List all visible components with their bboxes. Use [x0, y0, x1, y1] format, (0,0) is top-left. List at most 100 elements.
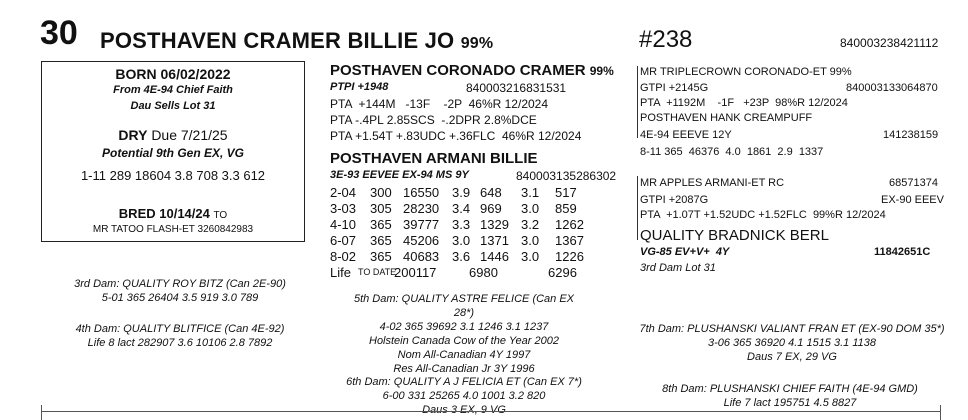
lactation-cell: 1329: [480, 217, 509, 232]
lactation-cell: 365: [370, 233, 392, 248]
lactation-cell: 45206: [403, 233, 440, 248]
sire-reg: 840003216831531: [466, 81, 567, 95]
sire-pct: 99%: [589, 64, 614, 78]
sixth-dam-note: Daus 3 EX, 9 VG: [422, 404, 506, 416]
bottom-divider: [940, 405, 941, 420]
dam-sire-name: MR APPLES ARMANI-ET RC: [640, 177, 785, 189]
lactation-cell: 300: [370, 185, 392, 200]
dam-class: 3E-93 EEVEE EX-94 MS 9Y: [330, 169, 469, 181]
bred-sire: MR TATOO FLASH-ET 3260842983: [92, 224, 254, 235]
lactation-cell: 365: [370, 217, 392, 232]
lactation-cell: 3.2: [521, 217, 540, 232]
lactation-cell: 28230: [403, 201, 440, 216]
seventh-dam-note: Daus 7 EX, 29 VG: [747, 351, 837, 363]
dam-name: POSTHAVEN ARMANI BILLIE: [330, 150, 538, 167]
third-dam-title: 3rd Dam: QUALITY ROY BITZ (Can 2E-90): [74, 278, 286, 290]
due-date: Due 7/21/25: [151, 127, 228, 143]
lactation-cell: 517: [555, 185, 577, 200]
dam-dam-note: 3rd Dam Lot 31: [640, 262, 716, 274]
sire-dam-reg: 141238159: [883, 129, 939, 141]
lactation-cell: 648: [480, 185, 502, 200]
divider-line: [637, 66, 638, 138]
from-dam: From 4E-94 Chief Faith: [113, 84, 233, 96]
lactation-cell: 2-04: [330, 185, 357, 200]
seventh-dam-block: 7th Dam: PLUSHANSKI VALIANT FRAN ET (EX-…: [636, 322, 948, 364]
lactation-cell: 1371: [480, 233, 509, 248]
lactation-cell: 40683: [403, 249, 440, 264]
dam-dam-name: QUALITY BRADNICK BERL: [640, 227, 829, 244]
lactation-cell: 3.3: [452, 217, 471, 232]
potential-gen: Potential 9th Gen EX, VG: [101, 146, 245, 160]
third-dam-block: 3rd Dam: QUALITY ROY BITZ (Can 2E-90) 5-…: [60, 277, 300, 305]
lactation-cell: 16550: [403, 185, 440, 200]
dam-sire-reg: 68571374: [889, 177, 938, 189]
bred-label: BRED 10/14/24: [118, 206, 210, 221]
dam-dam-reg: 11842651C: [874, 246, 931, 258]
lactation-cell: 3.9: [452, 185, 471, 200]
seventh-dam-record: 3-06 365 36920 4.1 1515 3.1 1138: [707, 337, 876, 349]
lactation-cell: 365: [370, 249, 392, 264]
sire-name-text: POSTHAVEN CORONADO CRAMER: [330, 62, 586, 79]
fifth-dam-note: Holstein Canada Cow of the Year 2002: [369, 335, 559, 347]
fifth-dam-block: 5th Dam: QUALITY ASTRE FELICE (Can EX 28…: [344, 292, 584, 376]
sire-dam-record: 8-11 365 46376 4.0 1861 2.9 1337: [640, 146, 824, 158]
life-milk: 200117: [394, 265, 437, 280]
sire-dam-name: POSTHAVEN HANK CREAMPUFF: [640, 112, 813, 124]
dry-due: DRY Due 7/21/25: [42, 127, 304, 143]
seventh-dam-title: 7th Dam: PLUSHANSKI VALIANT FRAN ET (EX-…: [639, 323, 945, 335]
sire-sire-gtpi: GTPI +2145G: [640, 82, 709, 94]
bred-date: BRED 10/14/24 TO: [42, 206, 304, 221]
bottom-divider: [41, 405, 42, 420]
fourth-dam-record: Life 8 lact 282907 3.6 10106 2.8 7892: [87, 337, 273, 349]
cow-name-percent: 99%: [460, 35, 494, 52]
sire-pta-1: PTA +144M -13F -2P 46%R 12/2024: [330, 97, 549, 111]
lactation-cell: 3.1: [521, 185, 540, 200]
cow-name-text: POSTHAVEN CRAMER BILLIE JO: [100, 28, 455, 53]
lactation-cell: 3-03: [330, 201, 357, 216]
fifth-dam-title: 5th Dam: QUALITY ASTRE FELICE (Can EX 28…: [353, 293, 575, 319]
lactation-cell: 305: [370, 201, 392, 216]
divider-line: [637, 176, 638, 240]
dam-reg: 840003135286302: [516, 169, 617, 183]
catalog-hash: #238: [639, 26, 693, 53]
lactation-cell: 3.0: [521, 233, 540, 248]
cow-name: POSTHAVEN CRAMER BILLIE JO 99%: [100, 28, 493, 54]
lactation-cell: 6-07: [330, 233, 357, 248]
dam-sire-class: EX-90 EEEV: [881, 194, 944, 206]
lactation-cell: 3.0: [521, 201, 540, 216]
born-date: BORN 06/02/2022: [115, 66, 231, 82]
lactation-cell: 1446: [480, 249, 509, 264]
lactation-cell: 3.0: [452, 233, 471, 248]
third-dam-record: 5-01 365 26404 3.5 919 3.0 789: [101, 292, 259, 304]
sire-sire-reg: 840003133064870: [846, 82, 938, 94]
sixth-dam-record: 6-00 331 25265 4.0 1001 3.2 820: [382, 390, 546, 402]
eighth-dam-record: Life 7 lact 195751 4.5 8827: [723, 397, 857, 409]
dam-sire-pta: PTA +1.07T +1.52UDC +1.52FLC 99%R 12/202…: [640, 209, 886, 221]
lot-number: 30: [40, 14, 78, 52]
bottom-divider: [41, 411, 941, 412]
life-to-date: TO DATE: [358, 267, 397, 277]
life-fat: 6980: [469, 265, 498, 280]
eighth-dam-title: 8th Dam: PLUSHANSKI CHIEF FAITH (4E-94 G…: [662, 383, 918, 395]
dam-sire-gtpi: GTPI +2087G: [640, 194, 709, 206]
fifth-dam-record: 4-02 365 39692 3.1 1246 3.1 1237: [379, 321, 549, 333]
cow-record: 1-11 289 18604 3.8 708 3.3 612: [80, 168, 266, 183]
lactation-cell: 3.0: [521, 249, 540, 264]
sire-pta-3: PTA +1.54T +.83UDC +.36FLC 46%R 12/2024: [330, 129, 582, 143]
lactation-cell: 969: [480, 201, 502, 216]
sire-ptpi: PTPI +1948: [330, 81, 389, 93]
sire-dam-class: 4E-94 EEEVE 12Y: [640, 129, 732, 141]
sixth-dam-block: 6th Dam: QUALITY A J FELICIA ET (Can EX …: [344, 375, 584, 417]
dau-sells: Dau Sells Lot 31: [130, 100, 216, 112]
fifth-dam-note: Nom All-Canadian 4Y 1997: [397, 349, 531, 361]
registration-number: 840003238421112: [840, 36, 939, 50]
life-prot: 6296: [548, 265, 577, 280]
sire-pta-2: PTA -.4PL 2.85SCS -.2DPR 2.8%DCE: [330, 113, 537, 127]
sire-sire-pta: PTA +1192M -1F +23P 98%R 12/2024: [640, 97, 848, 109]
fourth-dam-title: 4th Dam: QUALITY BLITFICE (Can 4E-92): [75, 323, 285, 335]
lactation-cell: 8-02: [330, 249, 357, 264]
dam-dam-class: VG-85 EV+V+ 4Y: [640, 246, 730, 258]
to-label: TO: [213, 210, 228, 221]
lactation-cell: 39777: [403, 217, 440, 232]
lactation-cell: 1226: [555, 249, 584, 264]
